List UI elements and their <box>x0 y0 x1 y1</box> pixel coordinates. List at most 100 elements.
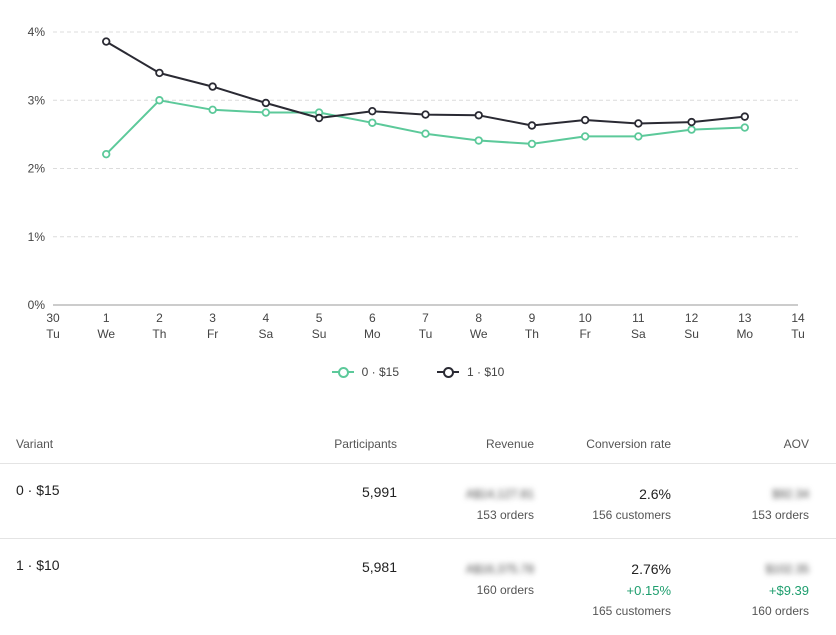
data-point-variant-1 <box>421 110 430 119</box>
x-tick-weekday-label: Mo <box>364 327 381 341</box>
x-tick-day-label: 7 <box>422 311 429 325</box>
data-point-variant-1 <box>634 119 643 128</box>
x-tick-day-label: 14 <box>791 311 805 325</box>
revenue-orders: 153 orders <box>476 508 534 522</box>
x-tick-day-label: 9 <box>529 311 536 325</box>
legend-label-variant-0: 0 · $15 <box>361 365 399 379</box>
aov-cell: $92.34 153 orders <box>752 484 809 524</box>
x-tick-weekday-label: Tu <box>419 327 433 341</box>
data-point-variant-1 <box>368 106 377 116</box>
variant-name: 1 · $10 <box>16 557 60 573</box>
data-point-variant-1 <box>102 37 111 46</box>
y-tick-label: 3% <box>28 93 46 107</box>
table-row: 1 · $10 5,981 A$16,375.78 160 orders 2.7… <box>0 539 836 635</box>
revenue-value-blurred: A$14,127.81 <box>465 487 534 501</box>
header-conversion-rate: Conversion rate <box>586 437 671 451</box>
data-point-variant-0 <box>740 123 749 132</box>
data-point-variant-0 <box>474 136 483 145</box>
x-tick-day-label: 12 <box>685 311 699 325</box>
x-tick-day-label: 30 <box>46 311 60 325</box>
x-tick-weekday-label: Th <box>525 327 539 341</box>
table-row: 0 · $15 5,991 A$14,127.81 153 orders 2.6… <box>0 464 836 539</box>
x-tick-weekday-label: Mo <box>736 327 753 341</box>
x-tick-weekday-label: We <box>470 327 488 341</box>
x-tick-weekday-label: Tu <box>791 327 805 341</box>
y-tick-label: 4% <box>28 25 46 39</box>
data-point-variant-0 <box>421 129 430 138</box>
data-point-variant-0 <box>208 105 217 115</box>
results-table: Variant Participants Revenue Conversion … <box>0 430 836 635</box>
x-tick-weekday-label: Fr <box>207 327 218 341</box>
revenue-cell: A$14,127.81 153 orders <box>466 484 534 524</box>
x-tick-day-label: 13 <box>738 311 752 325</box>
data-point-variant-0 <box>634 132 643 141</box>
data-point-variant-0 <box>155 96 164 105</box>
header-aov: AOV <box>783 437 809 451</box>
revenue-cell: A$16,375.78 160 orders <box>466 559 534 599</box>
data-point-variant-1 <box>740 112 749 121</box>
aov-value-blurred: $102.35 <box>765 562 809 576</box>
aov-value-blurred: $92.34 <box>772 487 809 501</box>
data-point-variant-1 <box>580 115 590 125</box>
x-tick-day-label: 6 <box>369 311 376 325</box>
data-point-variant-1 <box>261 98 271 108</box>
data-point-variant-1 <box>314 113 324 123</box>
x-tick-weekday-label: Th <box>152 327 166 341</box>
aov-delta: +$9.39 <box>768 583 809 598</box>
data-point-variant-0 <box>687 125 696 134</box>
variant-name: 0 · $15 <box>16 482 60 498</box>
x-tick-weekday-label: Tu <box>46 327 60 341</box>
conversion-customers: 156 customers <box>592 508 671 522</box>
conversion-delta: +0.15% <box>626 583 671 598</box>
header-participants: Participants <box>334 437 397 451</box>
x-tick-day-label: 8 <box>475 311 482 325</box>
x-tick-day-label: 1 <box>103 311 110 325</box>
x-tick-day-label: 11 <box>632 311 645 325</box>
data-point-variant-1 <box>155 68 164 78</box>
aov-orders: 153 orders <box>751 508 809 522</box>
conversion-cell: 2.6% 156 customers <box>592 484 671 524</box>
table-header-row: Variant Participants Revenue Conversion … <box>0 430 836 464</box>
legend-label-variant-1: 1 · $10 <box>467 365 505 379</box>
data-point-variant-0 <box>527 139 537 149</box>
data-point-variant-0 <box>261 108 271 117</box>
legend-item-variant-0[interactable]: 0 · $15 <box>331 365 399 379</box>
aov-cell: $102.35 +$9.39 160 orders <box>752 559 809 620</box>
x-tick-day-label: 3 <box>209 311 216 325</box>
participants-value: 5,991 <box>361 484 397 500</box>
data-point-variant-0 <box>102 149 111 159</box>
aov-orders: 160 orders <box>751 604 809 618</box>
revenue-value-blurred: A$16,375.78 <box>465 562 534 576</box>
x-tick-day-label: 4 <box>263 311 270 325</box>
x-tick-weekday-label: We <box>97 327 115 341</box>
header-revenue: Revenue <box>485 437 534 451</box>
conversion-value: 2.6% <box>639 486 671 502</box>
series-line-variant-0 <box>105 99 745 155</box>
data-point-variant-0 <box>368 118 377 127</box>
x-tick-day-label: 5 <box>316 311 323 325</box>
conversion-cell: 2.76% +0.15% 165 customers <box>592 559 671 620</box>
data-point-variant-1 <box>474 111 483 120</box>
x-tick-day-label: 2 <box>156 311 163 325</box>
conversion-customers: 165 customers <box>592 604 671 618</box>
participants-value: 5,981 <box>361 559 397 575</box>
line-chart: 0% 1% 2% 3% 4% 30 Tu 1 We 2 Th 3 Fr 4 Sa 5 Su 6 Mo 7 Tu 8 We 9 T… <box>28 25 805 341</box>
y-tick-label: 1% <box>28 230 46 244</box>
y-tick-label: 0% <box>28 298 46 312</box>
x-tick-weekday-label: Sa <box>631 327 646 341</box>
chart-legend: 0 · $15 1 · $10 <box>0 365 836 379</box>
x-tick-weekday-label: Sa <box>259 327 274 341</box>
header-variant: Variant <box>16 437 54 451</box>
x-tick-weekday-label: Su <box>312 327 327 341</box>
x-tick-weekday-label: Fr <box>579 327 590 341</box>
data-point-variant-0 <box>580 132 590 141</box>
legend-swatch-variant-1 <box>437 366 459 378</box>
data-point-variant-1 <box>527 121 537 130</box>
y-tick-label: 2% <box>28 162 46 176</box>
x-tick-weekday-label: Su <box>684 327 699 341</box>
legend-item-variant-1[interactable]: 1 · $10 <box>437 365 504 379</box>
data-point-variant-1 <box>208 82 217 91</box>
legend-swatch-variant-0 <box>331 366 354 378</box>
revenue-orders: 160 orders <box>476 583 534 597</box>
conversion-value: 2.76% <box>631 561 671 577</box>
